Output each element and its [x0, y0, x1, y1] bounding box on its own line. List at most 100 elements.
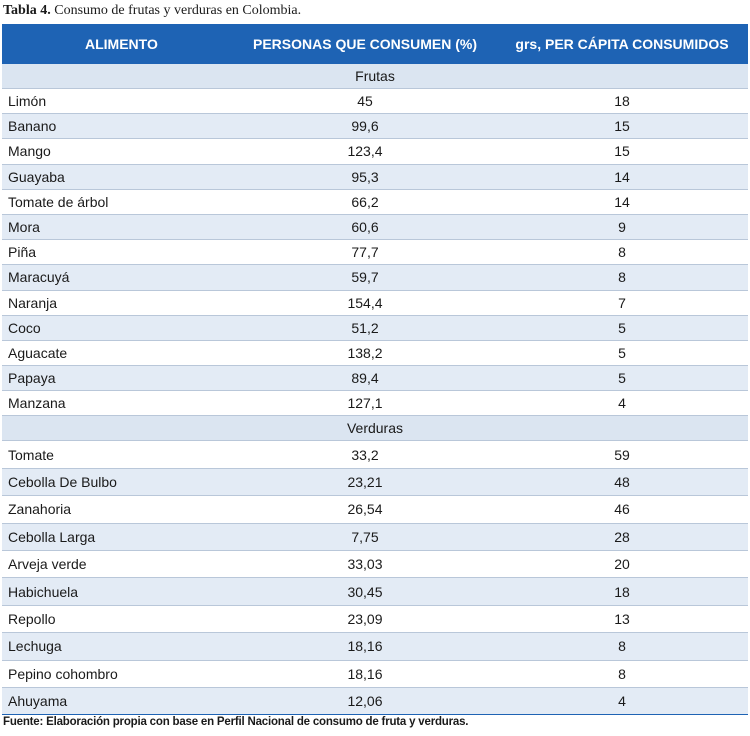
percent-cell: 45 — [234, 88, 496, 115]
grams-cell: 59 — [496, 440, 748, 469]
grams-cell: 15 — [496, 113, 748, 140]
consumption-table: ALIMENTO PERSONAS QUE CONSUMEN (%) grs, … — [2, 24, 748, 716]
grams-cell: 18 — [496, 577, 748, 606]
grams-cell: 46 — [496, 495, 748, 524]
grams-cell: 8 — [496, 239, 748, 266]
grams-cell: 5 — [496, 340, 748, 367]
food-name-cell: Pepino cohombro — [2, 660, 234, 688]
grams-cell: 14 — [496, 189, 748, 215]
table-row: Limón 45 18 — [2, 88, 748, 115]
table-row: Ahuyama 12,06 4 — [2, 687, 748, 716]
percent-cell: 123,4 — [234, 138, 496, 165]
percent-cell: 26,54 — [234, 495, 496, 524]
grams-cell: 4 — [496, 687, 748, 716]
vegetables-section: Verduras Tomate 33,2 59 Cebolla De Bulbo 23,2… — [2, 415, 748, 716]
percent-cell: 95,3 — [234, 164, 496, 190]
food-name-cell: Piña — [2, 239, 234, 266]
percent-cell: 154,4 — [234, 290, 496, 316]
percent-cell: 7,75 — [234, 523, 496, 552]
table-row: Papaya 89,4 5 — [2, 365, 748, 392]
percent-cell: 99,6 — [234, 113, 496, 140]
table-row: Zanahoria 26,54 46 — [2, 495, 748, 524]
table-row: Tomate de árbol 66,2 14 — [2, 189, 748, 215]
table-row: Banano 99,6 15 — [2, 113, 748, 140]
section-header-row: Frutas — [2, 64, 748, 89]
food-name-cell: Cebolla Larga — [2, 523, 234, 552]
food-name-cell: Banano — [2, 113, 234, 140]
percent-cell: 138,2 — [234, 340, 496, 367]
fruits-section: Frutas Limón 45 18 Banano 99,6 15 Mango 123,4 15 G… — [2, 64, 748, 417]
grams-cell: 4 — [496, 390, 748, 417]
grams-cell: 48 — [496, 468, 748, 497]
table-row: Manzana 127,1 4 — [2, 390, 748, 417]
food-name-cell: Cebolla De Bulbo — [2, 468, 234, 497]
table-row: Coco 51,2 5 — [2, 315, 748, 341]
food-name-cell: Papaya — [2, 365, 234, 392]
percent-cell: 33,03 — [234, 550, 496, 579]
percent-cell: 12,06 — [234, 687, 496, 716]
table-row: Arveja verde 33,03 20 — [2, 550, 748, 579]
caption-label: Tabla 4. — [3, 3, 51, 18]
percent-cell: 89,4 — [234, 365, 496, 392]
food-name-cell: Limón — [2, 88, 234, 115]
header-row: ALIMENTO PERSONAS QUE CONSUMEN (%) grs, … — [2, 24, 748, 64]
grams-cell: 18 — [496, 88, 748, 115]
column-header-percent: PERSONAS QUE CONSUMEN (%) — [234, 24, 496, 64]
section-title: Verduras — [2, 415, 748, 442]
table-row: Piña 77,7 8 — [2, 239, 748, 266]
food-name-cell: Naranja — [2, 290, 234, 316]
percent-cell: 60,6 — [234, 214, 496, 241]
percent-cell: 23,09 — [234, 605, 496, 634]
grams-cell: 8 — [496, 632, 748, 661]
table-row: Pepino cohombro 18,16 8 — [2, 660, 748, 688]
grams-cell: 14 — [496, 164, 748, 190]
food-name-cell: Ahuyama — [2, 687, 234, 716]
table-row: Mango 123,4 15 — [2, 138, 748, 165]
food-name-cell: Manzana — [2, 390, 234, 417]
grams-cell: 13 — [496, 605, 748, 634]
section-header-row: Verduras — [2, 415, 748, 442]
grams-cell: 28 — [496, 523, 748, 552]
column-header-food: ALIMENTO — [2, 24, 234, 64]
percent-cell: 23,21 — [234, 468, 496, 497]
food-name-cell: Mango — [2, 138, 234, 165]
table-row: Maracuyá 59,7 8 — [2, 264, 748, 291]
table-row: Habichuela 30,45 18 — [2, 577, 748, 606]
table-row: Aguacate 138,2 5 — [2, 340, 748, 367]
column-header-grams: grs, PER CÁPITA CONSUMIDOS — [496, 24, 748, 64]
food-name-cell: Zanahoria — [2, 495, 234, 524]
grams-cell: 5 — [496, 365, 748, 392]
table-caption: Tabla 4. Consumo de frutas y verduras en… — [3, 2, 301, 22]
table-row: Mora 60,6 9 — [2, 214, 748, 241]
food-name-cell: Habichuela — [2, 577, 234, 606]
grams-cell: 20 — [496, 550, 748, 579]
grams-cell: 8 — [496, 264, 748, 291]
percent-cell: 127,1 — [234, 390, 496, 417]
food-name-cell: Arveja verde — [2, 550, 234, 579]
food-name-cell: Maracuyá — [2, 264, 234, 291]
percent-cell: 77,7 — [234, 239, 496, 266]
grams-cell: 7 — [496, 290, 748, 316]
table-row: Guayaba 95,3 14 — [2, 164, 748, 190]
percent-cell: 66,2 — [234, 189, 496, 215]
grams-cell: 8 — [496, 660, 748, 688]
grams-cell: 15 — [496, 138, 748, 165]
percent-cell: 33,2 — [234, 440, 496, 469]
table-row: Cebolla De Bulbo 23,21 48 — [2, 468, 748, 497]
table-row: Naranja 154,4 7 — [2, 290, 748, 316]
grams-cell: 5 — [496, 315, 748, 341]
caption-text: Consumo de frutas y verduras en Colombia… — [54, 3, 302, 18]
food-name-cell: Mora — [2, 214, 234, 241]
percent-cell: 59,7 — [234, 264, 496, 291]
percent-cell: 18,16 — [234, 660, 496, 688]
section-title: Frutas — [2, 64, 748, 89]
source-note: Fuente: Elaboración propia con base en P… — [3, 716, 469, 728]
food-name-cell: Tomate — [2, 440, 234, 469]
food-name-cell: Tomate de árbol — [2, 189, 234, 215]
food-name-cell: Guayaba — [2, 164, 234, 190]
food-name-cell: Coco — [2, 315, 234, 341]
table-row: Repollo 23,09 13 — [2, 605, 748, 634]
food-name-cell: Lechuga — [2, 632, 234, 661]
percent-cell: 18,16 — [234, 632, 496, 661]
food-name-cell: Aguacate — [2, 340, 234, 367]
